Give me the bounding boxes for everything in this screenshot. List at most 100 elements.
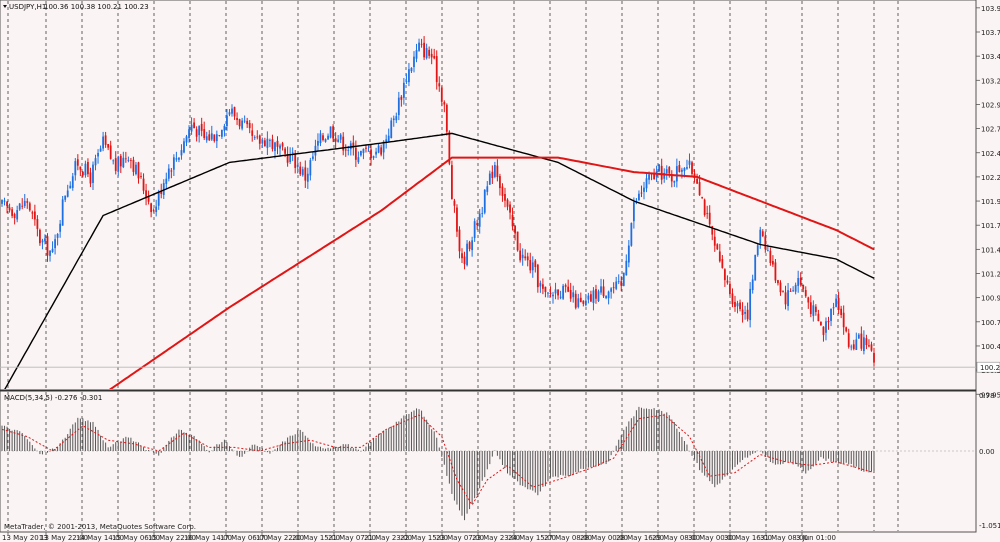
candle-body xyxy=(534,260,537,268)
candle-body xyxy=(493,165,496,177)
candle-body xyxy=(645,178,648,189)
ma-fast-line xyxy=(4,132,875,389)
candle-body xyxy=(615,281,618,289)
candle-body xyxy=(665,169,668,174)
candle-body xyxy=(627,245,630,263)
candle-body xyxy=(413,56,415,68)
candle-body xyxy=(418,42,420,51)
symbol-dropdown-icon[interactable] xyxy=(3,5,7,8)
candle-body xyxy=(372,156,375,158)
candle-body xyxy=(807,297,810,303)
candle-body xyxy=(281,143,284,147)
candle-body xyxy=(461,253,463,259)
candle-body xyxy=(845,327,848,332)
candle-body xyxy=(653,173,656,179)
candle-body xyxy=(802,284,805,290)
candle-body xyxy=(410,67,413,72)
candle-body xyxy=(311,156,314,159)
candle-body xyxy=(463,256,466,265)
time-grid xyxy=(7,1,899,531)
candle-body xyxy=(622,272,625,286)
candle-body xyxy=(59,223,62,232)
candle-body xyxy=(711,226,714,235)
candle-body xyxy=(390,120,393,139)
candle-body xyxy=(26,201,29,203)
candle-body xyxy=(387,135,390,142)
candle-body xyxy=(112,160,115,162)
candle-body xyxy=(241,120,244,129)
candle-body xyxy=(761,231,764,237)
candle-body xyxy=(127,159,130,161)
candle-body xyxy=(66,190,69,197)
candle-body xyxy=(92,164,94,183)
candle-body xyxy=(291,152,294,154)
candle-body xyxy=(567,286,570,292)
price-tick-label: 101.70 xyxy=(981,222,1000,230)
candle-body xyxy=(759,229,762,244)
candle-body xyxy=(3,200,6,202)
candle-body xyxy=(102,136,105,149)
candle-body xyxy=(132,159,135,172)
candle-body xyxy=(87,161,89,175)
candle-body xyxy=(261,139,264,144)
candle-body xyxy=(809,302,812,314)
candle-body xyxy=(167,168,170,179)
candle-body xyxy=(554,289,557,294)
candle-body xyxy=(74,161,77,176)
candle-body xyxy=(754,254,757,281)
candle-body xyxy=(822,326,825,335)
time-tick-label: 13 May 2013 xyxy=(2,534,48,542)
candle-body xyxy=(218,135,221,137)
candle-body xyxy=(577,298,580,308)
candle-body xyxy=(117,156,120,172)
time-tick-label: 28 May 16:00 xyxy=(616,534,664,542)
candle-body xyxy=(246,120,249,125)
candle-body xyxy=(835,298,837,307)
candle-body xyxy=(195,129,198,137)
candle-body xyxy=(251,130,254,136)
candle-body xyxy=(726,280,729,283)
candle-body xyxy=(496,165,499,178)
candle-body xyxy=(228,112,231,115)
candle-body xyxy=(44,238,46,242)
candle-body xyxy=(49,250,51,256)
candle-body xyxy=(855,339,858,350)
candle-body xyxy=(850,346,853,348)
candle-body xyxy=(357,157,360,163)
time-tick-label: 23 May 23:00 xyxy=(472,534,520,542)
candle-body xyxy=(256,136,259,138)
price-tick-label: 101.20 xyxy=(981,271,1000,279)
candle-body xyxy=(491,171,494,179)
candle-body xyxy=(865,338,868,346)
candle-body xyxy=(365,147,367,149)
candle-body xyxy=(847,333,850,347)
candle-body xyxy=(458,229,461,252)
candle-body xyxy=(135,164,137,175)
candle-body xyxy=(248,122,251,129)
candle-body xyxy=(284,148,286,154)
candle-body xyxy=(688,160,691,165)
macd-series xyxy=(0,406,976,521)
time-tick-label: 3 Jun 01:00 xyxy=(796,534,836,542)
candle-body xyxy=(721,259,724,268)
candle-body xyxy=(670,175,673,182)
candle-body xyxy=(215,134,218,142)
candle-body xyxy=(443,102,446,105)
time-tick-label: 29 May 08:00 xyxy=(652,534,700,542)
candle-body xyxy=(741,309,744,316)
candle-body xyxy=(276,140,279,147)
candle-body xyxy=(716,244,719,250)
candle-body xyxy=(41,240,44,243)
candle-body xyxy=(562,285,565,299)
candle-body xyxy=(756,245,759,256)
candle-body xyxy=(81,171,84,176)
candle-body xyxy=(478,213,481,227)
candle-body xyxy=(33,211,36,220)
candle-body xyxy=(97,152,99,157)
candle-body xyxy=(827,320,830,323)
candle-body xyxy=(486,186,489,192)
candle-body xyxy=(713,236,716,246)
candle-body xyxy=(236,118,238,120)
candle-body xyxy=(342,136,345,151)
time-tick-label: 30 May 00:00 xyxy=(688,534,736,542)
